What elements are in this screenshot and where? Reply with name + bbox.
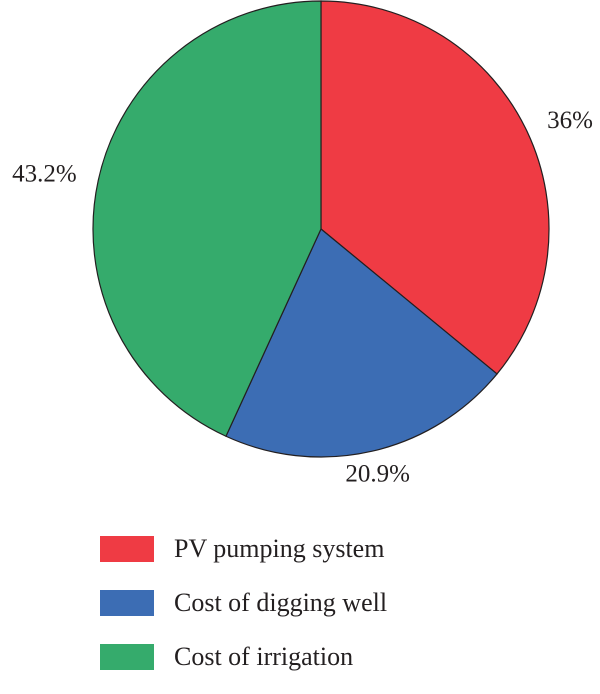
pie-chart: 36% 20.9% 43.2% <box>12 0 593 487</box>
pie-label-cost-of-digging-well: 20.9% <box>345 460 410 487</box>
legend-swatch-cost-of-digging-well <box>100 590 154 616</box>
legend-label-pv-pumping-system: PV pumping system <box>174 534 385 563</box>
legend-label-cost-of-digging-well: Cost of digging well <box>174 588 388 617</box>
legend-item-cost-of-digging-well: Cost of digging well <box>100 586 580 620</box>
pie-slices <box>92 0 550 458</box>
pie-value-labels: 36% 20.9% 43.2% <box>12 107 593 487</box>
pie-slice-cost-of-digging-well <box>225 228 498 458</box>
legend-swatch-pv-pumping-system <box>100 536 154 562</box>
legend-item-pv-pumping-system: PV pumping system <box>100 532 580 566</box>
pie-slice-pv-pumping-system <box>320 0 550 375</box>
pie-label-pv-pumping-system: 36% <box>547 107 593 134</box>
legend-item-cost-of-irrigation: Cost of irrigation <box>100 640 580 674</box>
pie-slice-cost-of-irrigation <box>92 0 322 438</box>
legend-swatch-cost-of-irrigation <box>100 644 154 670</box>
pie-label-cost-of-irrigation: 43.2% <box>12 160 77 187</box>
legend: PV pumping system Cost of digging well C… <box>100 532 580 694</box>
legend-label-cost-of-irrigation: Cost of irrigation <box>174 642 354 671</box>
